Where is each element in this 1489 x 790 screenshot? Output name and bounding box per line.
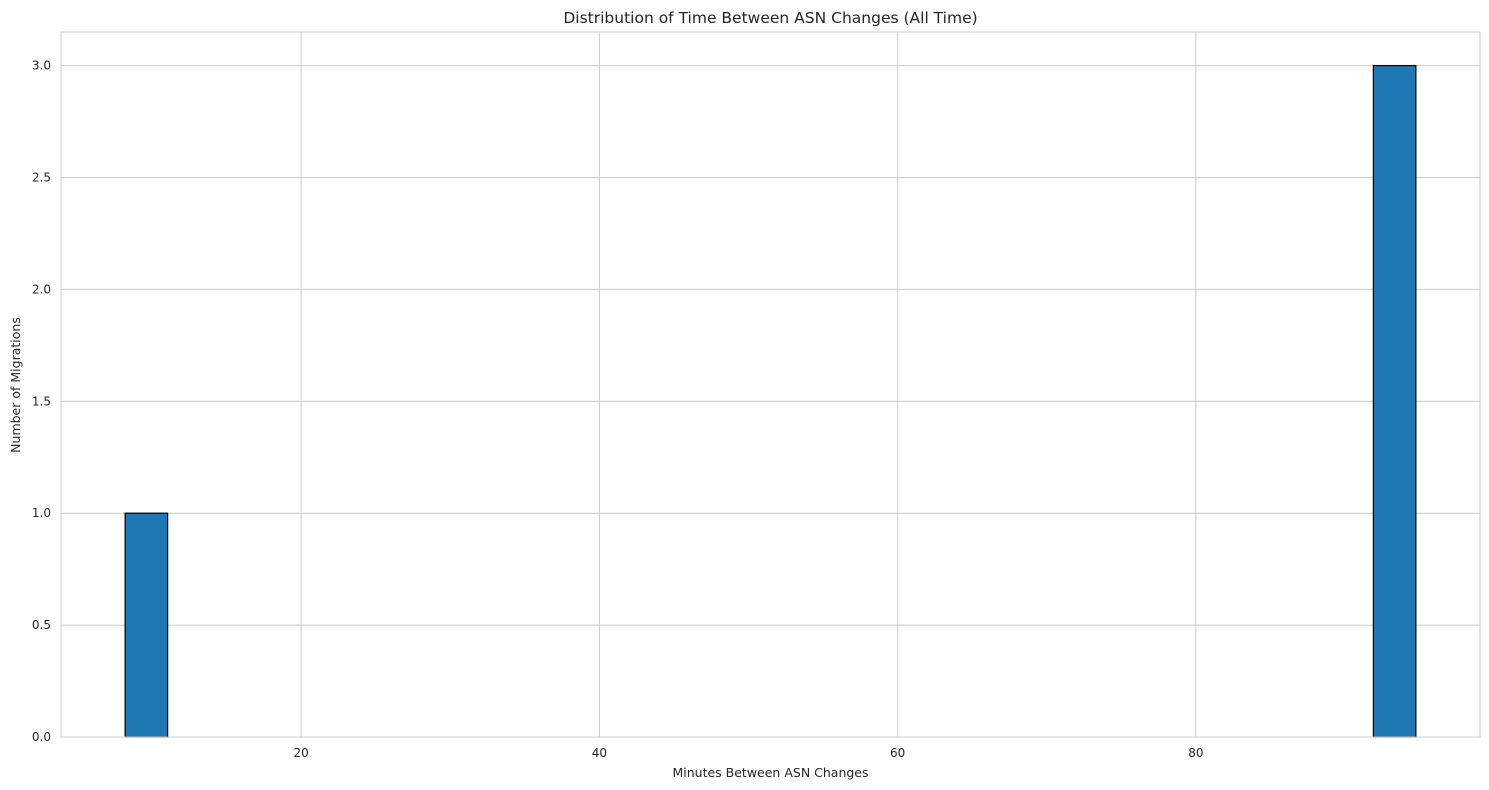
y-tick-label: 1.0 [32,506,51,520]
y-tick-label: 0.5 [32,618,51,632]
y-tick-label: 1.5 [32,394,51,408]
y-tick-labels: 0.0 0.5 1.0 1.5 2.0 2.5 3.0 [32,59,51,744]
chart-title: Distribution of Time Between ASN Changes… [563,9,977,27]
grid-lines [61,32,1480,738]
y-tick-label: 2.5 [32,170,51,184]
y-tick-label: 3.0 [32,59,51,73]
y-tick-label: 0.0 [32,730,51,744]
histogram-bar [1372,64,1417,738]
histogram-bars [124,64,1417,738]
y-axis-label: Number of Migrations [8,317,23,453]
x-tick-label: 20 [293,746,308,760]
x-tick-labels: 20 40 60 80 [293,746,1203,760]
plot-frame [60,31,1481,738]
x-axis-label: Minutes Between ASN Changes [672,765,868,780]
x-tick-label: 40 [592,746,607,760]
histogram-bar [124,512,169,738]
x-tick-label: 80 [1188,746,1203,760]
y-tick-label: 2.0 [32,282,51,296]
x-tick-label: 60 [890,746,905,760]
